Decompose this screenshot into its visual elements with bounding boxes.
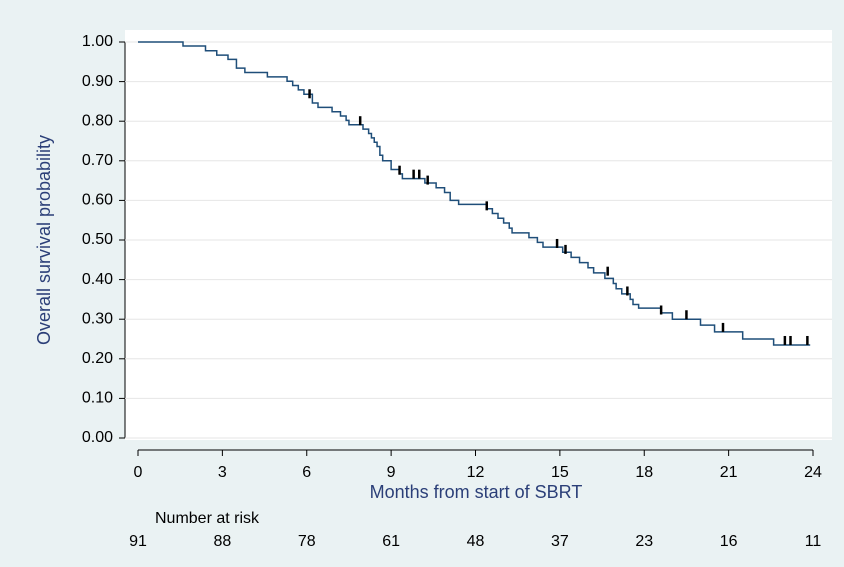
x-tick-label: 18 (635, 464, 653, 481)
risk-title: Number at risk (155, 510, 260, 527)
survival-line (138, 41, 811, 346)
y-tick-label: 0.50 (82, 231, 113, 248)
risk-value: 37 (551, 533, 569, 550)
x-tick-label: 3 (218, 464, 227, 481)
risk-value: 48 (467, 533, 485, 550)
y-tick-label: 0.90 (82, 73, 113, 90)
x-tick-label: 21 (720, 464, 738, 481)
risk-value: 88 (213, 533, 231, 550)
x-axis-title: Months from start of SBRT (370, 482, 583, 502)
y-tick-label: 0.40 (82, 271, 113, 288)
y-axis-title: Overall survival probability (34, 135, 54, 345)
y-tick-label: 0.30 (82, 310, 113, 327)
x-tick-label: 0 (134, 464, 143, 481)
y-tick-label: 0.60 (82, 192, 113, 209)
y-tick-label: 0.80 (82, 112, 113, 129)
x-tick-label: 12 (467, 464, 485, 481)
risk-value: 61 (382, 533, 400, 550)
risk-value: 23 (635, 533, 653, 550)
y-tick-label: 0.20 (82, 350, 113, 367)
x-tick-label: 9 (387, 464, 396, 481)
x-tick-label: 24 (804, 464, 822, 481)
risk-value: 11 (805, 533, 822, 550)
plot-area (125, 30, 832, 440)
y-tick-label: 0.00 (82, 429, 113, 446)
x-tick-label: 6 (302, 464, 311, 481)
y-tick-label: 1.00 (82, 33, 113, 50)
risk-value: 78 (298, 533, 316, 550)
y-tick-label: 0.70 (82, 152, 113, 169)
risk-value: 16 (720, 533, 738, 550)
y-tick-label: 0.10 (82, 390, 113, 407)
risk-value: 91 (129, 533, 147, 550)
x-tick-label: 15 (551, 464, 569, 481)
